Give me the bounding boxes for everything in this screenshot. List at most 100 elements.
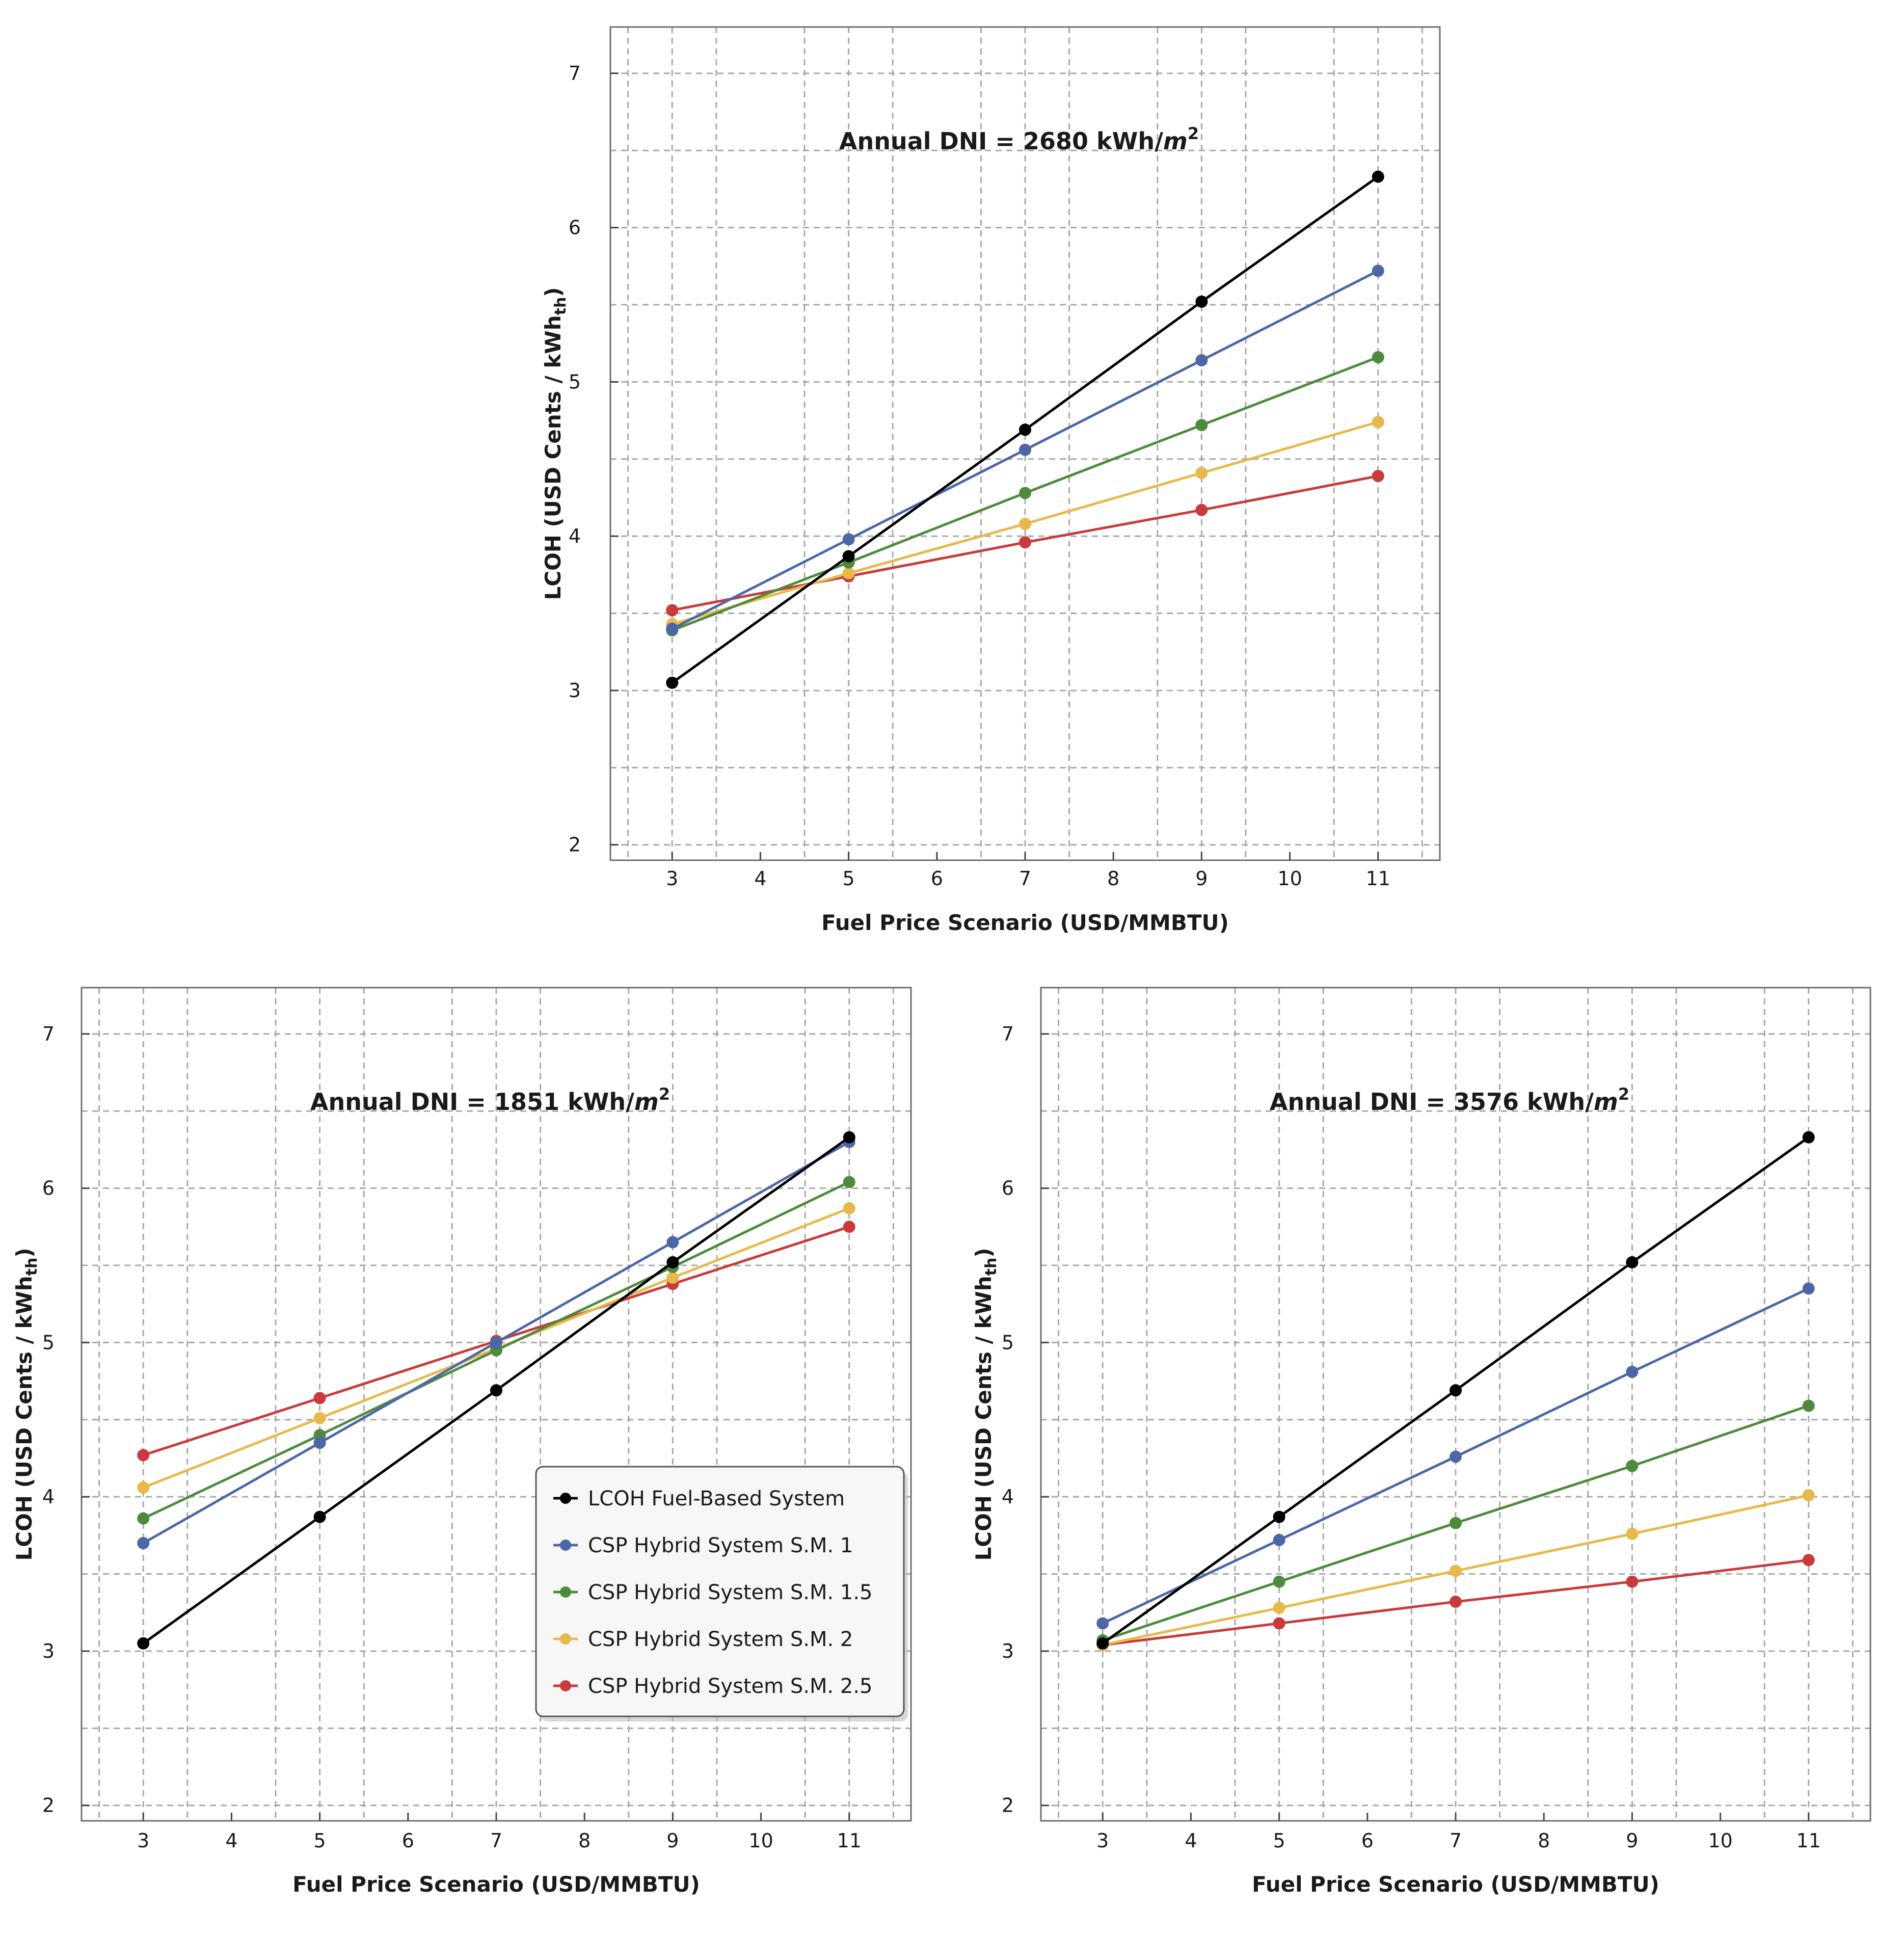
plot-title-unit: m bbox=[1594, 1088, 1618, 1116]
data-point bbox=[1372, 170, 1384, 183]
data-point bbox=[1273, 1602, 1285, 1614]
x-tick-label: 9 bbox=[666, 1830, 679, 1852]
data-point bbox=[1626, 1460, 1639, 1472]
data-point bbox=[843, 1131, 855, 1144]
data-point bbox=[1195, 503, 1208, 516]
x-tick-label: 5 bbox=[1273, 1830, 1285, 1852]
data-point bbox=[843, 1221, 855, 1233]
plot-title-main: Annual DNI = 1851 kWh/ bbox=[310, 1088, 634, 1116]
data-point bbox=[666, 1256, 679, 1268]
data-point bbox=[1019, 517, 1031, 530]
data-point bbox=[1273, 1510, 1285, 1523]
x-axis-label: Fuel Price Scenario (USD/MMBTU) bbox=[292, 1872, 700, 1897]
data-point bbox=[137, 1512, 150, 1525]
data-point bbox=[843, 1202, 855, 1214]
chart-bottom-right: 3 4 5 6 7 8 9 10 11 2 3 4 5 6 7 Fuel Price Scenario (US… bbox=[971, 987, 1871, 1897]
plot-title-superscript: 2 bbox=[1618, 1084, 1629, 1104]
x-tick-label: 5 bbox=[314, 1830, 326, 1852]
y-tick-label: 3 bbox=[42, 1640, 55, 1662]
legend-swatch-marker bbox=[560, 1680, 571, 1691]
x-tick-label: 10 bbox=[1277, 867, 1302, 890]
data-point bbox=[666, 1236, 679, 1249]
data-point bbox=[1626, 1365, 1639, 1378]
y-tick-label: 6 bbox=[42, 1177, 55, 1200]
y-tick-label: 7 bbox=[42, 1023, 55, 1045]
y-tick-label: 2 bbox=[42, 1794, 55, 1817]
y-axis-label-subscript: th bbox=[982, 1258, 1000, 1276]
y-tick-label: 7 bbox=[569, 62, 581, 85]
data-point bbox=[1019, 487, 1031, 499]
data-point bbox=[842, 533, 855, 546]
y-axis-label-subscript: th bbox=[552, 297, 570, 315]
y-tick-label: 5 bbox=[42, 1331, 55, 1354]
legend-entry-label: CSP Hybrid System S.M. 1 bbox=[588, 1534, 853, 1557]
x-axis-label: Fuel Price Scenario (USD/MMBTU) bbox=[821, 910, 1229, 935]
x-tick-label: 7 bbox=[1450, 1830, 1462, 1852]
x-tick-label: 6 bbox=[931, 867, 943, 890]
x-tick-label: 9 bbox=[1195, 867, 1208, 890]
data-point bbox=[666, 604, 679, 617]
y-tick-label: 7 bbox=[1002, 1023, 1014, 1045]
series-3 bbox=[666, 416, 1384, 630]
series-0 bbox=[137, 1131, 855, 1650]
series-0 bbox=[1096, 1131, 1815, 1650]
y-axis-label-close: ) bbox=[541, 287, 566, 297]
data-point bbox=[1372, 416, 1384, 429]
data-point bbox=[842, 550, 855, 563]
x-axis-label: Fuel Price Scenario (USD/MMBTU) bbox=[1252, 1872, 1659, 1897]
plot-title-unit: m bbox=[634, 1088, 659, 1116]
y-tick-label: 3 bbox=[1002, 1640, 1014, 1662]
data-point bbox=[1802, 1282, 1815, 1295]
data-point bbox=[666, 1271, 679, 1284]
data-point bbox=[1273, 1575, 1285, 1588]
plot-title: Annual DNI = 2680 kWh/m2 bbox=[839, 124, 1199, 155]
legend-box bbox=[535, 1466, 905, 1717]
chart-bottom-left: 3 4 5 6 7 8 9 10 11 2 3 4 5 6 7 Fuel Price Scenario (US… bbox=[12, 987, 912, 1897]
x-tick-label: 4 bbox=[754, 867, 766, 890]
data-point bbox=[1195, 419, 1208, 432]
data-point bbox=[137, 1449, 150, 1462]
data-point bbox=[1802, 1399, 1815, 1412]
data-point bbox=[1096, 1637, 1109, 1650]
legend-entry-label: CSP Hybrid System S.M. 2 bbox=[588, 1628, 853, 1651]
x-tick-label: 3 bbox=[137, 1830, 149, 1852]
x-tick-label: 11 bbox=[1366, 867, 1390, 890]
legend-entry-label: CSP Hybrid System S.M. 1.5 bbox=[588, 1581, 873, 1604]
legend-swatch-marker bbox=[560, 1633, 571, 1645]
series-1 bbox=[1096, 1282, 1815, 1630]
y-tick-label: 6 bbox=[569, 217, 581, 239]
plot-title-unit: m bbox=[1163, 127, 1188, 155]
y-tick-label: 3 bbox=[569, 679, 581, 702]
x-tick-label: 4 bbox=[225, 1830, 237, 1852]
plot-title: Annual DNI = 3576 kWh/m2 bbox=[1270, 1084, 1629, 1116]
x-tick-label: 6 bbox=[402, 1830, 414, 1852]
data-point bbox=[1450, 1384, 1462, 1397]
y-tick-label: 2 bbox=[1002, 1794, 1014, 1817]
legend-swatch-marker bbox=[560, 1586, 571, 1598]
data-point bbox=[1626, 1527, 1639, 1540]
data-point bbox=[137, 1537, 150, 1549]
plot-title-superscript: 2 bbox=[659, 1084, 670, 1104]
data-point bbox=[1450, 1596, 1462, 1608]
y-tick-label: 4 bbox=[1002, 1486, 1014, 1508]
data-point bbox=[1802, 1131, 1815, 1144]
data-point bbox=[1195, 354, 1208, 366]
data-point bbox=[137, 1481, 150, 1494]
data-point bbox=[490, 1336, 502, 1349]
series-1 bbox=[137, 1135, 855, 1549]
y-tick-label: 2 bbox=[569, 834, 581, 856]
data-point bbox=[1019, 423, 1031, 436]
data-point bbox=[1372, 351, 1384, 363]
series-1 bbox=[666, 264, 1384, 635]
data-point bbox=[313, 1412, 326, 1424]
data-point bbox=[1372, 264, 1384, 277]
plot-title-main: Annual DNI = 3576 kWh/ bbox=[1270, 1088, 1594, 1116]
x-tick-label: 7 bbox=[490, 1830, 502, 1852]
x-tick-label: 11 bbox=[837, 1830, 862, 1852]
data-point bbox=[1273, 1533, 1285, 1546]
data-point bbox=[1802, 1554, 1815, 1567]
data-point bbox=[1019, 536, 1031, 549]
data-point bbox=[666, 622, 679, 635]
data-point bbox=[490, 1384, 502, 1397]
x-tick-label: 8 bbox=[578, 1830, 591, 1852]
